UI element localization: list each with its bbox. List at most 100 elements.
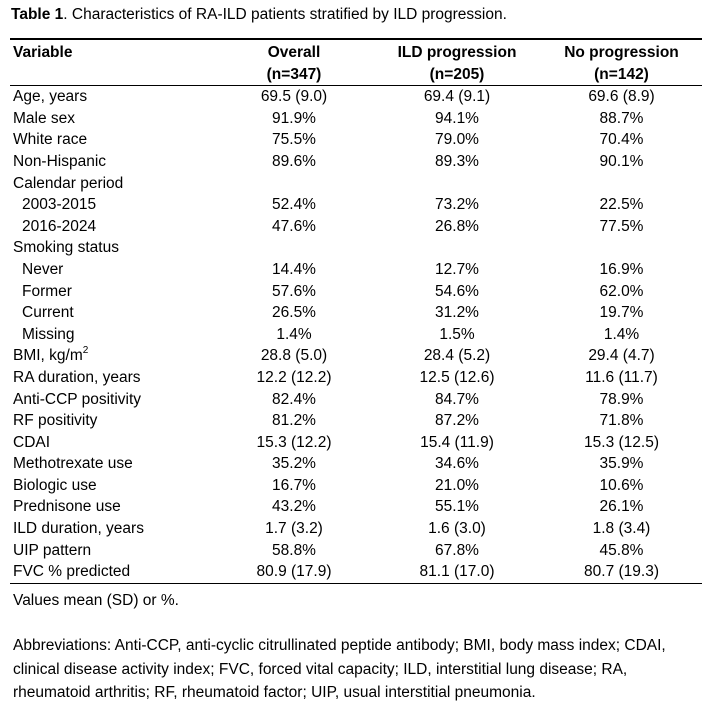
- header-ild-progression: ILD progression: [373, 38, 541, 64]
- table-row: Anti-CCP positivity 82.4% 84.7% 78.9%: [10, 389, 702, 411]
- row-label: UIP pattern: [13, 541, 92, 559]
- table-caption-text: . Characteristics of RA-ILD patients str…: [63, 6, 507, 23]
- row-label: RF positivity: [13, 412, 98, 430]
- row-label: FVC % predicted: [10, 561, 215, 584]
- table-row: CDAI 15.3 (12.2) 15.4 (11.9) 15.3 (12.5): [10, 432, 702, 454]
- cell-ild-progression: 67.8%: [435, 541, 479, 559]
- header-no-progression: No progression: [541, 38, 702, 64]
- cell-ild-progression: 12.7%: [435, 260, 479, 278]
- table-row: Prednisone use 43.2% 55.1% 26.1%: [10, 496, 702, 518]
- row-label: Missing: [22, 325, 75, 343]
- table-row: UIP pattern 58.8% 67.8% 45.8%: [10, 540, 702, 562]
- table-row: Former 57.6% 54.6% 62.0%: [10, 281, 702, 303]
- table-row: White race 75.5% 79.0% 70.4%: [10, 129, 702, 151]
- header-overall-n: (n=347): [215, 63, 373, 87]
- row-label: Calendar period: [13, 174, 124, 192]
- cell-overall: 69.5 (9.0): [260, 88, 328, 106]
- cell-ild-progression: 12.5 (12.6): [419, 368, 495, 386]
- cell-no-progression: 77.5%: [599, 217, 644, 235]
- table-row-group-heading: Calendar period: [10, 173, 702, 195]
- table-header: Variable Overall ILD progression No prog…: [10, 38, 702, 87]
- cell-overall: 26.5%: [272, 304, 316, 322]
- row-label: Former: [22, 282, 72, 300]
- cell-no-progression: 69.6 (8.9): [588, 88, 655, 106]
- row-label: Biologic use: [13, 476, 97, 494]
- row-label: White race: [13, 131, 88, 149]
- table-row: Current 26.5% 31.2% 19.7%: [10, 302, 702, 324]
- cell-ild-progression: 1.6 (3.0): [428, 520, 486, 538]
- table-row: 2003-2015 52.4% 73.2% 22.5%: [10, 194, 702, 216]
- cell-ild-progression: [373, 173, 541, 195]
- row-label: BMI, kg/m2: [10, 345, 215, 367]
- table-row: 2016-2024 47.6% 26.8% 77.5%: [10, 216, 702, 238]
- row-label: 2016-2024: [22, 217, 97, 235]
- cell-no-progression: 1.8 (3.4): [592, 520, 651, 538]
- row-label: Current: [22, 304, 74, 322]
- cell-overall: 58.8%: [272, 541, 316, 559]
- row-label: Male sex: [13, 109, 76, 127]
- cell-ild-progression: 73.2%: [435, 196, 479, 214]
- cell-ild-progression: 21.0%: [435, 476, 479, 494]
- row-label: Age, years: [13, 88, 88, 106]
- cell-no-progression: 26.1%: [599, 498, 644, 516]
- characteristics-table: Variable Overall ILD progression No prog…: [10, 38, 702, 584]
- cell-ild-progression: 1.5%: [439, 325, 475, 343]
- cell-no-progression: [541, 237, 702, 259]
- header-no-progression-n: (n=142): [541, 63, 702, 87]
- row-label: Non-Hispanic: [13, 152, 107, 170]
- table-row: Male sex 91.9% 94.1% 88.7%: [10, 108, 702, 130]
- cell-no-progression: 16.9%: [599, 260, 644, 278]
- cell-ild-progression: 55.1%: [435, 498, 479, 516]
- cell-no-progression: [541, 173, 702, 195]
- row-label: CDAI: [13, 433, 51, 451]
- header-ild-progression-n: (n=205): [373, 63, 541, 87]
- cell-ild-progression: 26.8%: [435, 217, 479, 235]
- table-caption: Table 1. Characteristics of RA-ILD patie…: [11, 5, 507, 25]
- cell-overall: 57.6%: [272, 282, 316, 300]
- table-row: RA duration, years 12.2 (12.2) 12.5 (12.6)…: [10, 367, 702, 389]
- row-label: Never: [22, 260, 64, 278]
- abbreviations-note: Abbreviations: Anti-CCP, anti-cyclic cit…: [13, 637, 666, 701]
- row-label: ILD duration, years: [13, 520, 144, 538]
- cell-overall: 1.7 (3.2): [265, 520, 323, 538]
- table-row: RF positivity 81.2% 87.2% 71.8%: [10, 410, 702, 432]
- cell-no-progression: 19.7%: [599, 304, 644, 322]
- cell-ild-progression: 79.0%: [435, 131, 479, 149]
- row-label-text: BMI, kg/m: [13, 347, 83, 365]
- cell-overall: 16.7%: [272, 476, 316, 494]
- table-row: Non-Hispanic 89.6% 89.3% 90.1%: [10, 151, 702, 173]
- cell-ild-progression: 81.1 (17.0): [373, 561, 541, 584]
- cell-ild-progression: 28.4 (5.2): [423, 347, 491, 365]
- cell-overall: 80.9 (17.9): [215, 561, 373, 584]
- cell-overall: 15.3 (12.2): [256, 433, 332, 451]
- cell-overall: [215, 237, 373, 259]
- table-caption-label: Table 1: [11, 6, 64, 23]
- cell-ild-progression: 94.1%: [435, 109, 479, 127]
- cell-ild-progression: 84.7%: [435, 390, 479, 408]
- cell-ild-progression: 34.6%: [435, 455, 479, 473]
- cell-no-progression: 62.0%: [599, 282, 644, 300]
- cell-no-progression: 22.5%: [599, 196, 644, 214]
- cell-ild-progression: 69.4 (9.1): [423, 88, 491, 106]
- cell-no-progression: 78.9%: [599, 390, 644, 408]
- header-variable: Variable: [10, 38, 215, 64]
- cell-no-progression: 11.6 (11.7): [585, 368, 658, 386]
- header-overall: Overall: [215, 38, 373, 64]
- table-row: ILD duration, years 1.7 (3.2) 1.6 (3.0) 1.8…: [10, 518, 702, 540]
- header-variable-blank: [10, 63, 215, 87]
- cell-no-progression: 35.9%: [599, 455, 644, 473]
- table-row: Methotrexate use 35.2% 34.6% 35.9%: [10, 453, 702, 475]
- cell-no-progression: 10.6%: [599, 476, 644, 494]
- cell-overall: [215, 173, 373, 195]
- cell-overall: 1.4%: [276, 325, 312, 343]
- table-row: Missing 1.4% 1.5% 1.4%: [10, 324, 702, 346]
- row-label: Methotrexate use: [13, 455, 133, 473]
- cell-overall: 14.4%: [272, 260, 316, 278]
- cell-overall: 75.5%: [272, 131, 316, 149]
- cell-no-progression: 80.7 (19.3): [541, 561, 702, 584]
- table-row: Age, years 69.5 (9.0) 69.4 (9.1) 69.6 (8.9): [10, 86, 702, 108]
- cell-ild-progression: 15.4 (11.9): [420, 433, 494, 451]
- cell-ild-progression: [373, 237, 541, 259]
- row-label: Anti-CCP positivity: [13, 390, 142, 408]
- cell-overall: 12.2 (12.2): [256, 368, 332, 386]
